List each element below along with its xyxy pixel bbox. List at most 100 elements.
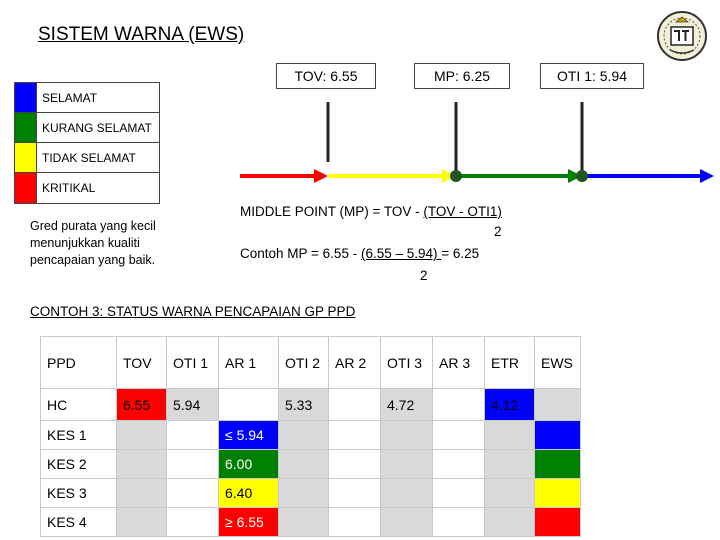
hc-ar1-cell [218, 388, 279, 421]
header-cell: EWS [534, 336, 581, 389]
legend-item-kritikal: KRITIKAL [15, 173, 159, 203]
formula-numerator: (TOV - OTI1) [423, 204, 502, 219]
legend-item-selamat: SELAMAT [15, 83, 159, 113]
hc-oti1-cell: 5.94 [166, 388, 219, 421]
formula-denominator: 2 [494, 224, 502, 239]
table-row-kes2: KES 2 6.00 [40, 449, 581, 479]
row-label: KES 3 [40, 478, 117, 508]
ews-table: PPD TOV OTI 1 AR 1 OTI 2 AR 2 OTI 3 AR 3… [40, 336, 581, 537]
empty-cell [166, 449, 219, 479]
row-label: KES 4 [40, 507, 117, 537]
empty-cell [432, 507, 485, 537]
header-cell: AR 2 [328, 336, 381, 389]
legend-item-tidak-selamat: TIDAK SELAMAT [15, 143, 159, 173]
empty-cell [380, 420, 433, 450]
empty-cell [278, 478, 329, 508]
hc-oti3-cell: 4.72 [380, 388, 433, 421]
header-cell: AR 3 [432, 336, 485, 389]
empty-cell [116, 507, 167, 537]
header-cell: OTI 2 [278, 336, 329, 389]
empty-cell [484, 449, 535, 479]
page-title: SISTEM WARNA (EWS) [38, 24, 245, 45]
legend-item-kurang-selamat: KURANG SELAMAT [15, 113, 159, 143]
kes4-ews-cell [534, 507, 581, 537]
empty-cell [328, 420, 381, 450]
color-legend: SELAMAT KURANG SELAMAT TIDAK SELAMAT KRI… [14, 82, 160, 204]
empty-cell [278, 449, 329, 479]
empty-cell [166, 478, 219, 508]
table-row-hc: HC 6.55 5.94 5.33 4.72 4.12 [40, 388, 581, 421]
yellow-arrowhead [442, 169, 456, 183]
formula-text: MIDDLE POINT (MP) = TOV - [240, 204, 424, 219]
kes4-ar1-cell: ≥ 6.55 [218, 507, 279, 537]
mp-point [450, 170, 462, 182]
green-arrowhead [568, 169, 582, 183]
empty-cell [380, 449, 433, 479]
kes3-ews-cell [534, 478, 581, 508]
empty-cell [432, 449, 485, 479]
legend-label: TIDAK SELAMAT [42, 151, 136, 165]
grade-note: Gred purata yang kecil menunjukkan kuali… [30, 219, 156, 267]
legend-swatch-red [15, 173, 37, 203]
legend-label: KRITIKAL [42, 181, 96, 195]
table-header-row: PPD TOV OTI 1 AR 1 OTI 2 AR 2 OTI 3 AR 3… [40, 336, 581, 389]
kes3-ar1-cell: 6.40 [218, 478, 279, 508]
hc-oti2-cell: 5.33 [278, 388, 329, 421]
formula-numerator: (6.55 – 5.94) [360, 246, 442, 261]
hc-ar3-cell [432, 388, 485, 421]
empty-cell [484, 507, 535, 537]
kes2-ews-cell [534, 449, 581, 479]
empty-cell [166, 507, 219, 537]
empty-cell [116, 420, 167, 450]
table-row-kes3: KES 3 6.40 [40, 478, 581, 508]
header-cell: OTI 3 [380, 336, 433, 389]
formula-line-1: MIDDLE POINT (MP) = TOV - (TOV - OTI1) [240, 204, 502, 219]
blue-arrowhead [700, 169, 714, 183]
tov-label: TOV: 6.55 [276, 63, 376, 89]
header-cell: AR 1 [218, 336, 279, 389]
legend-label: KURANG SELAMAT [42, 121, 152, 135]
legend-label: SELAMAT [42, 91, 98, 105]
empty-cell [484, 420, 535, 450]
kes1-ar1-cell: ≤ 5.94 [218, 420, 279, 450]
table-row-kes4: KES 4 ≥ 6.55 [40, 507, 581, 537]
table-row-kes1: KES 1 ≤ 5.94 [40, 420, 581, 450]
red-arrowhead [314, 169, 328, 183]
formula-text: Contoh MP = 6.55 - [240, 246, 361, 261]
hc-tov-cell: 6.55 [116, 388, 167, 421]
formula-denominator: 2 [420, 268, 428, 283]
formula-line-2: Contoh MP = 6.55 - (6.55 – 5.94) = 6.25 [240, 246, 479, 261]
empty-cell [116, 478, 167, 508]
hc-ews-cell [534, 388, 581, 421]
header-cell: OTI 1 [166, 336, 219, 389]
hc-etr-cell: 4.12 [484, 388, 535, 421]
empty-cell [380, 478, 433, 508]
legend-swatch-blue [15, 83, 37, 112]
empty-cell [116, 449, 167, 479]
row-label: KES 1 [40, 420, 117, 450]
header-cell: TOV [116, 336, 167, 389]
empty-cell [328, 449, 381, 479]
row-label: KES 2 [40, 449, 117, 479]
oti1-point [576, 170, 588, 182]
oti1-label: OTI 1: 5.94 [540, 63, 644, 89]
empty-cell [432, 420, 485, 450]
empty-cell [166, 420, 219, 450]
ews-scale-diagram [240, 102, 714, 183]
empty-cell [484, 478, 535, 508]
empty-cell [432, 478, 485, 508]
empty-cell [328, 507, 381, 537]
header-cell: PPD [40, 336, 117, 389]
section-title: CONTOH 3: STATUS WARNA PENCAPAIAN GP PPD [30, 304, 356, 319]
kes2-ar1-cell: 6.00 [218, 449, 279, 479]
kes1-ews-cell [534, 420, 581, 450]
legend-swatch-yellow [15, 143, 37, 172]
hc-ar2-cell [328, 388, 381, 421]
row-label: HC [40, 388, 117, 421]
empty-cell [328, 478, 381, 508]
formula-result: = 6.25 [441, 246, 480, 261]
mp-label: MP: 6.25 [414, 63, 510, 89]
empty-cell [278, 507, 329, 537]
empty-cell [278, 420, 329, 450]
header-cell: ETR [484, 336, 535, 389]
